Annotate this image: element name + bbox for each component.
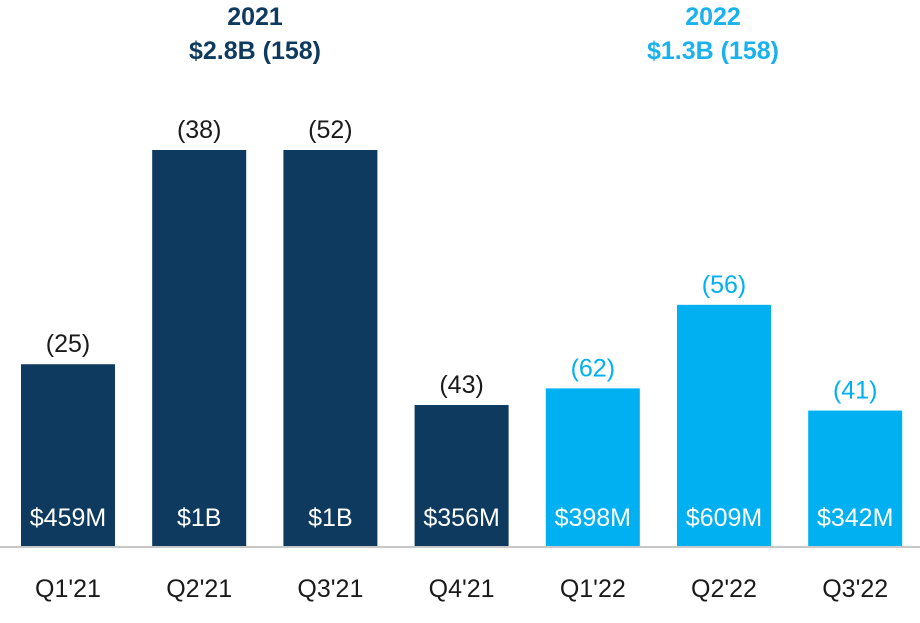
x-tick-label-6: Q3'22 (822, 575, 888, 603)
x-tick-label-3: Q4'21 (429, 575, 495, 603)
header-2022-year: 2022 (685, 3, 741, 31)
header-2021-year: 2021 (227, 3, 283, 31)
bar-0 (21, 364, 115, 546)
bar-3 (414, 405, 509, 546)
bar-count-label-1: (38) (177, 116, 221, 144)
header-2022: 2022 $1.3B (158) (603, 0, 823, 68)
bar-count-label-2: (52) (308, 116, 352, 144)
bar-5 (677, 304, 771, 546)
bar-1 (152, 150, 247, 546)
bar-count-label-6: (41) (833, 377, 877, 405)
bar-count-label-3: (43) (439, 371, 483, 399)
x-tick-label-4: Q1'22 (560, 575, 626, 603)
bar-4 (545, 388, 640, 546)
bar-count-label-4: (62) (571, 354, 615, 382)
bar-2 (283, 150, 378, 546)
header-2021: 2021 $2.8B (158) (145, 0, 365, 68)
header-2022-summary: $1.3B (158) (646, 37, 780, 65)
x-tick-label-1: Q2'21 (166, 575, 232, 603)
x-tick-label-2: Q3'21 (297, 575, 363, 603)
bar-value-label-6: $342M (817, 504, 893, 532)
bar-count-label-0: (25) (46, 330, 90, 358)
x-tick-label-0: Q1'21 (35, 575, 101, 603)
bar-6 (808, 410, 903, 546)
x-tick-label-5: Q2'22 (691, 575, 757, 603)
bar-value-label-4: $398M (555, 504, 631, 532)
bar-value-label-0: $459M (30, 504, 106, 532)
header-2021-summary: $2.8B (158) (188, 37, 322, 65)
bar-count-label-5: (56) (702, 271, 746, 299)
bar-value-label-5: $609M (686, 504, 762, 532)
bar-value-label-2: $1B (308, 504, 352, 532)
bar-value-label-3: $356M (423, 504, 499, 532)
bar-value-label-1: $1B (177, 504, 221, 532)
